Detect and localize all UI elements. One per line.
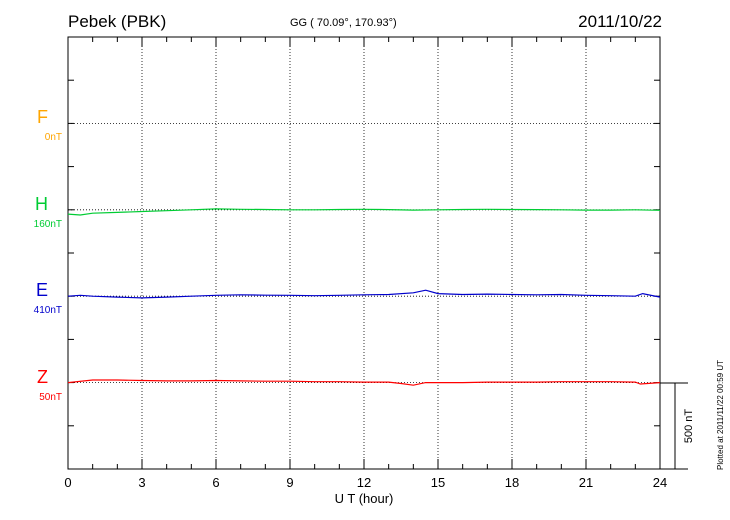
x-tick-label-18: 18 xyxy=(505,475,519,490)
x-tick-label-12: 12 xyxy=(357,475,371,490)
scale-bar-label: 500 nT xyxy=(683,409,695,444)
date-label: 2011/10/22 xyxy=(578,12,662,31)
coordinates-label: GG ( 70.09°, 170.93°) xyxy=(290,17,397,29)
x-tick-label-9: 9 xyxy=(286,475,293,490)
x-tick-label-24: 24 xyxy=(653,475,667,490)
series-line-E xyxy=(67,289,661,299)
component-z-letter: Z xyxy=(37,367,48,387)
scale-bar: 500 nT xyxy=(660,382,695,470)
series-line-H xyxy=(67,208,661,216)
component-z-baseline: 50nT xyxy=(39,392,62,403)
x-tick-labels: 0 3 6 9 12 15 18 21 24 xyxy=(64,475,667,490)
component-f-letter: F xyxy=(37,107,48,127)
data-series xyxy=(67,208,661,386)
x-tick-label-21: 21 xyxy=(579,475,593,490)
component-h-baseline: 160nT xyxy=(33,219,62,230)
series-line-Z xyxy=(67,379,661,386)
x-tick-label-0: 0 xyxy=(64,475,71,490)
component-e-baseline: 410nT xyxy=(33,305,62,316)
grid-lines xyxy=(68,37,660,469)
x-axis-label: U T (hour) xyxy=(335,491,394,506)
station-title: Pebek (PBK) xyxy=(68,12,167,31)
x-tick-label-6: 6 xyxy=(212,475,219,490)
component-h-letter: H xyxy=(35,194,48,214)
component-f-baseline: 0nT xyxy=(44,132,62,143)
x-tick-label-15: 15 xyxy=(431,475,445,490)
component-e-letter: E xyxy=(35,280,48,300)
x-tick-label-3: 3 xyxy=(138,475,145,490)
